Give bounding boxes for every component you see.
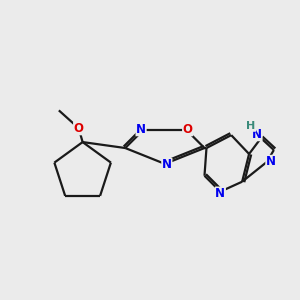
Text: N: N	[136, 123, 146, 136]
Text: H: H	[246, 121, 256, 131]
Text: O: O	[183, 123, 193, 136]
Text: N: N	[162, 158, 172, 171]
Text: N: N	[252, 128, 262, 141]
Text: N: N	[215, 187, 225, 200]
Text: N: N	[266, 155, 276, 168]
Text: O: O	[74, 122, 84, 135]
